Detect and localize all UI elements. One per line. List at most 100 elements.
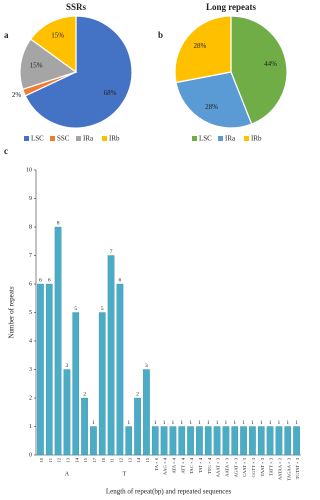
bar — [231, 426, 239, 456]
slice-label: 28% — [205, 103, 218, 111]
panel-label: a — [4, 30, 9, 40]
value-label: 5 — [74, 306, 77, 312]
x-tick-label: 12 — [118, 457, 123, 462]
bar — [187, 426, 194, 456]
bar — [98, 312, 106, 456]
figure: a SSRs 68% 2% 15% 15% LSC SSC IRa IRb b Long repeat… — [4, 2, 301, 496]
bar — [284, 426, 292, 456]
value-label: 1 — [207, 420, 210, 426]
bar — [81, 397, 88, 456]
x-tick-label: 13 — [65, 457, 70, 462]
y-tick-label: 4 — [29, 338, 32, 344]
x-tick-label: 12 — [57, 457, 62, 462]
value-label: 6 — [48, 277, 51, 283]
value-label: 2 — [136, 391, 139, 397]
x-tick-label: 15 — [145, 457, 150, 462]
bar — [37, 283, 44, 456]
legend-swatch — [244, 136, 249, 141]
pie-slice — [230, 15, 288, 125]
legend-label: IRa — [225, 135, 236, 143]
bar — [143, 369, 150, 456]
group-label: A — [65, 471, 70, 477]
x-tick-label: 15 — [83, 457, 88, 462]
legend-label: IRa — [83, 135, 94, 143]
bar — [213, 426, 221, 456]
y-tick-label: 7 — [29, 253, 32, 259]
y-tick-label: 1 — [29, 424, 32, 430]
value-label: 1 — [295, 420, 298, 426]
x-tick-label: TTG × 4 — [207, 457, 212, 474]
bar — [45, 283, 53, 456]
x-tick-label: 10 — [39, 457, 44, 462]
slice-label: 15% — [30, 61, 43, 69]
x-tick-label: 11 — [110, 457, 115, 462]
bar — [204, 426, 212, 456]
slice-label: 2% — [12, 91, 22, 99]
x-tick-label: 14 — [136, 457, 141, 462]
value-label: 1 — [233, 420, 236, 426]
y-tick-label: 3 — [29, 367, 32, 373]
value-label: 1 — [127, 420, 130, 426]
y-tick-label: 5 — [29, 310, 32, 316]
chart-title: Long repeats — [206, 2, 257, 12]
legend-swatch — [76, 136, 81, 141]
x-tick-label: TAAT × 3 — [260, 457, 265, 476]
group-label: T — [122, 471, 126, 477]
x-tick-label: TGTAT × 3 — [295, 457, 300, 479]
bar — [151, 426, 159, 456]
bar — [107, 255, 115, 456]
value-label: 1 — [225, 420, 228, 426]
pie-slice — [175, 71, 253, 129]
value-label: 1 — [92, 420, 95, 426]
value-label: 5 — [101, 306, 104, 312]
x-tick-label: CAAT × 3 — [242, 457, 247, 477]
bar — [240, 426, 247, 456]
legend-swatch — [102, 136, 107, 141]
bar — [222, 426, 230, 456]
x-tick-label: GGTT × 3 — [251, 457, 256, 477]
value-label: 6 — [119, 277, 122, 283]
bar — [134, 397, 141, 456]
value-label: 1 — [216, 420, 219, 426]
x-tick-label: AATAA × 3 — [277, 457, 282, 480]
x-tick-label: AATA × 3 — [224, 457, 229, 477]
x-tick-label: AAG × 4 — [163, 457, 168, 475]
pie-slice — [19, 38, 78, 91]
y-axis-label: Number of repeats — [8, 286, 16, 338]
value-label: 1 — [154, 420, 157, 426]
y-tick-label: 2 — [29, 395, 32, 401]
panel-label: c — [4, 146, 8, 156]
x-tick-label: TATT × 3 — [269, 457, 274, 476]
bar — [266, 426, 274, 456]
chart-title: SSRs — [66, 2, 87, 12]
bar — [54, 226, 62, 456]
pie-slice — [174, 15, 232, 84]
legend-label: IRb — [251, 135, 262, 143]
bar — [116, 283, 124, 456]
value-label: 8 — [57, 220, 60, 226]
legend-swatch — [192, 136, 197, 141]
x-tick-label: TA × 6 — [154, 457, 159, 470]
value-label: 2 — [83, 391, 86, 397]
value-label: 1 — [163, 420, 166, 426]
y-tick-label: 9 — [29, 196, 32, 202]
y-tick-label: 10 — [26, 167, 32, 173]
x-axis-label: Length of repeat(bp) and repeated sequen… — [106, 488, 232, 496]
slice-label: 44% — [264, 60, 277, 68]
value-label: 1 — [286, 420, 289, 426]
x-tick-label: 14 — [74, 457, 79, 462]
bar — [125, 426, 133, 456]
value-label: 1 — [172, 420, 175, 426]
x-tick-label: TAT × 4 — [198, 457, 203, 473]
legend-label: LSC — [199, 135, 212, 143]
y-tick-label: 6 — [29, 281, 32, 287]
value-label: 6 — [39, 277, 42, 283]
value-label: 1 — [242, 420, 245, 426]
bar — [90, 426, 97, 456]
value-label: 1 — [251, 420, 254, 426]
x-tick-label: ATA × 4 — [171, 457, 176, 473]
legend-label: SSC — [57, 135, 70, 143]
legend-label: LSC — [31, 135, 44, 143]
slice-label: 68% — [104, 89, 117, 97]
bar — [160, 426, 168, 456]
